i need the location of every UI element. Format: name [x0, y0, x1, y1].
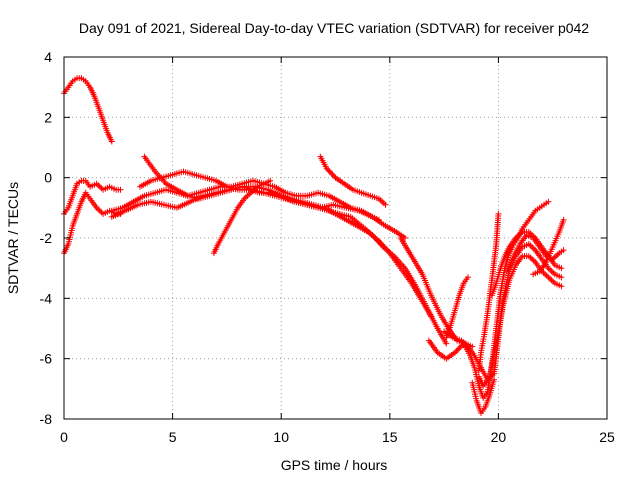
series-18: [504, 232, 567, 275]
x-tick-label: 25: [599, 429, 615, 445]
sample-markers: [211, 178, 272, 255]
sample-markers: [61, 191, 122, 255]
x-tick-label: 5: [169, 429, 177, 445]
series-14: [469, 376, 498, 416]
series-19: [530, 216, 567, 278]
sample-markers: [318, 155, 387, 207]
y-tick-label: 4: [44, 49, 52, 65]
series-9: [317, 153, 389, 208]
y-tick-label: -4: [40, 290, 53, 306]
series-8: [210, 177, 274, 257]
sample-markers: [532, 218, 566, 277]
data-layer: [61, 75, 567, 416]
sample-markers: [505, 233, 565, 272]
series-2: [61, 177, 124, 217]
sample-markers: [469, 378, 497, 414]
series-1: [61, 75, 115, 145]
sample-markers: [62, 75, 114, 143]
x-tick-label: 20: [491, 429, 507, 445]
x-tick-label: 10: [273, 429, 289, 445]
y-tick-label: 0: [44, 170, 52, 186]
x-tick-label: 15: [382, 429, 398, 445]
sample-markers: [62, 177, 122, 215]
y-axis-label: SDTVAR / TECUs: [5, 182, 21, 294]
y-tick-label: -6: [40, 351, 53, 367]
series-7: [137, 168, 435, 320]
y-tick-label: -2: [40, 230, 53, 246]
chart-title: Day 091 of 2021, Sidereal Day-to-day VTE…: [79, 20, 589, 36]
y-tick-label: 2: [44, 109, 52, 125]
x-tick-label: 0: [60, 429, 68, 445]
series-16: [475, 210, 502, 374]
sample-markers: [476, 213, 502, 372]
y-tick-label: -8: [40, 411, 53, 427]
x-axis-label: GPS time / hours: [281, 457, 388, 473]
